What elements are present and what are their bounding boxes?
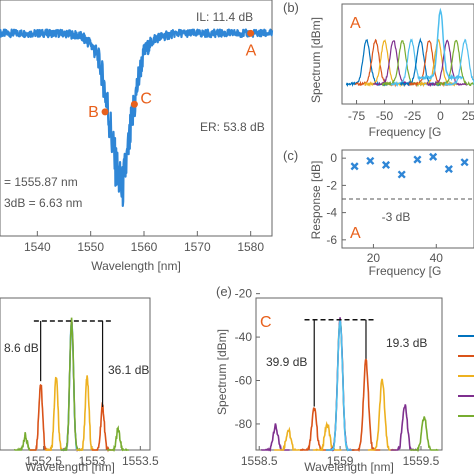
legend [458, 335, 474, 417]
panel-c-ytick-label: -2 [326, 178, 337, 192]
panel-e-ytick-label: -40 [235, 330, 253, 344]
panel-e-xtick-label: 1559.5 [403, 454, 440, 468]
panel-c-point [444, 165, 453, 174]
panel-d-large-ratio: 36.1 dB [108, 363, 149, 377]
panel-e-large-ratio: 39.9 dB [266, 355, 307, 369]
er-annotation: ER: 53.8 dB [200, 120, 265, 134]
panel-b-ylabel: Spectrum [dBm] [309, 17, 323, 103]
panel-b-center-peak-line [417, 7, 464, 82]
panel-c-point [429, 152, 438, 161]
panel-c-ytick-label: -6 [326, 233, 337, 247]
panel-c-point [460, 158, 469, 167]
panel-e-spectrum-line [261, 423, 290, 452]
panel-d-spectrum-line [107, 425, 129, 452]
panel-d-xtick-label: 1553.5 [122, 454, 159, 468]
panel-b-xtick-label: -25 [404, 109, 422, 123]
panel-b-spectrum-line [417, 38, 459, 88]
marker-c-point [130, 100, 138, 108]
panel-b-spectrum-line [426, 39, 468, 88]
panel-b-xtick-label: -75 [348, 109, 366, 123]
panel-e-axes [255, 297, 443, 451]
panel-c-title: A [350, 225, 361, 242]
panel-c-reference-label: -3 dB [382, 210, 411, 224]
panel-c-xtick-label: 20 [367, 251, 381, 265]
panel-c-xtick-label: 40 [430, 251, 444, 265]
panel-e-label: (e) [216, 284, 232, 299]
panel-a-xtick-label: 1540 [24, 240, 51, 254]
panel-a-axes [0, 0, 273, 237]
panel-b: (b) -75 -50 -25 0 25 A Frequency [G Spectrum… [283, 0, 474, 139]
center-wavelength-annotation: = 1555.87 nm [4, 175, 78, 189]
marker-a-point [247, 29, 255, 37]
panel-c-label: (c) [283, 148, 298, 163]
panel-a-xtick-label: 1560 [131, 240, 158, 254]
panel-d-xtick-label: 1552.5 [25, 454, 62, 468]
panel-e-xlabel: Wavelength [nm] [304, 460, 394, 474]
panel-e-spectrum-line [274, 426, 303, 451]
panel-d-xtick-label: 1553 [79, 454, 106, 468]
panel-c-ytick-label: -4 [326, 206, 337, 220]
panel-b-xtick-label: 0 [437, 109, 444, 123]
panel-c-point [350, 162, 359, 171]
panel-e-ytick-label: -60 [235, 374, 253, 388]
panel-d-xlabel: Wavelength [nm] [25, 460, 115, 474]
panel-c: (c) 0 -2 -4 -6 20 40 A -3 dB Frequency [G Res… [283, 148, 474, 278]
panel-e-ylabel: Spectrum [dBm] [215, 329, 229, 415]
panel-d: 1552.5 1553 1553.5 8.6 dB 36.1 dB Waveleng… [0, 297, 159, 474]
panel-e-ytick-label: -80 [235, 417, 253, 431]
panel-c-ylabel: Response [dB] [309, 161, 323, 240]
marker-b-label: B [88, 104, 99, 121]
panel-e-small-ratio: 19.3 dB [386, 336, 427, 350]
marker-a-label: A [246, 42, 257, 59]
panel-c-point [397, 170, 406, 179]
marker-b-point [101, 108, 109, 116]
panel-b-xtick-label: 25 [462, 109, 474, 123]
panel-e-ytick-label: -20 [235, 287, 253, 301]
panel-c-point [413, 155, 422, 164]
panel-a: 1540 1550 1560 1570 1580 A B C IL: 11.4 dB ER:… [0, 0, 274, 273]
panel-c-point [381, 160, 391, 170]
marker-c-label: C [140, 90, 152, 107]
panel-e-spectrum-line [409, 416, 439, 453]
panel-c-point [366, 156, 375, 165]
panel-a-xlabel: Wavelength [nm] [91, 259, 181, 273]
panel-e-spectrum-line [300, 407, 329, 451]
panel-a-transmission-line [0, 28, 274, 207]
panel-b-spectrum-line [444, 38, 474, 87]
panel-b-label: (b) [283, 0, 299, 15]
panel-b-xlabel: Frequency [G [369, 125, 442, 139]
panel-e: (e) -20 -40 -60 -80 1558.5 1559 1559.5 C 39.9 … [215, 284, 443, 474]
panel-c-xlabel: Frequency [G [369, 264, 442, 278]
panel-b-title: A [350, 15, 361, 32]
panel-d-small-ratio: 8.6 dB [4, 341, 39, 355]
panel-a-xtick-label: 1580 [237, 240, 264, 254]
il-annotation: IL: 11.4 dB [196, 10, 253, 24]
panel-c-ytick-label: 0 [330, 151, 337, 165]
bandwidth-annotation: 3dB = 6.63 nm [4, 196, 82, 210]
panel-a-xtick-label: 1550 [77, 240, 104, 254]
panel-e-xtick-label: 1559 [327, 454, 354, 468]
panel-b-spectrum-line [435, 39, 474, 87]
panel-e-spectrum-line [312, 420, 342, 452]
panel-e-xtick-label: 1558.5 [241, 454, 278, 468]
panel-a-xtick-label: 1570 [184, 240, 211, 254]
panel-b-xtick-label: -50 [376, 109, 394, 123]
panel-e-title: C [260, 314, 272, 331]
